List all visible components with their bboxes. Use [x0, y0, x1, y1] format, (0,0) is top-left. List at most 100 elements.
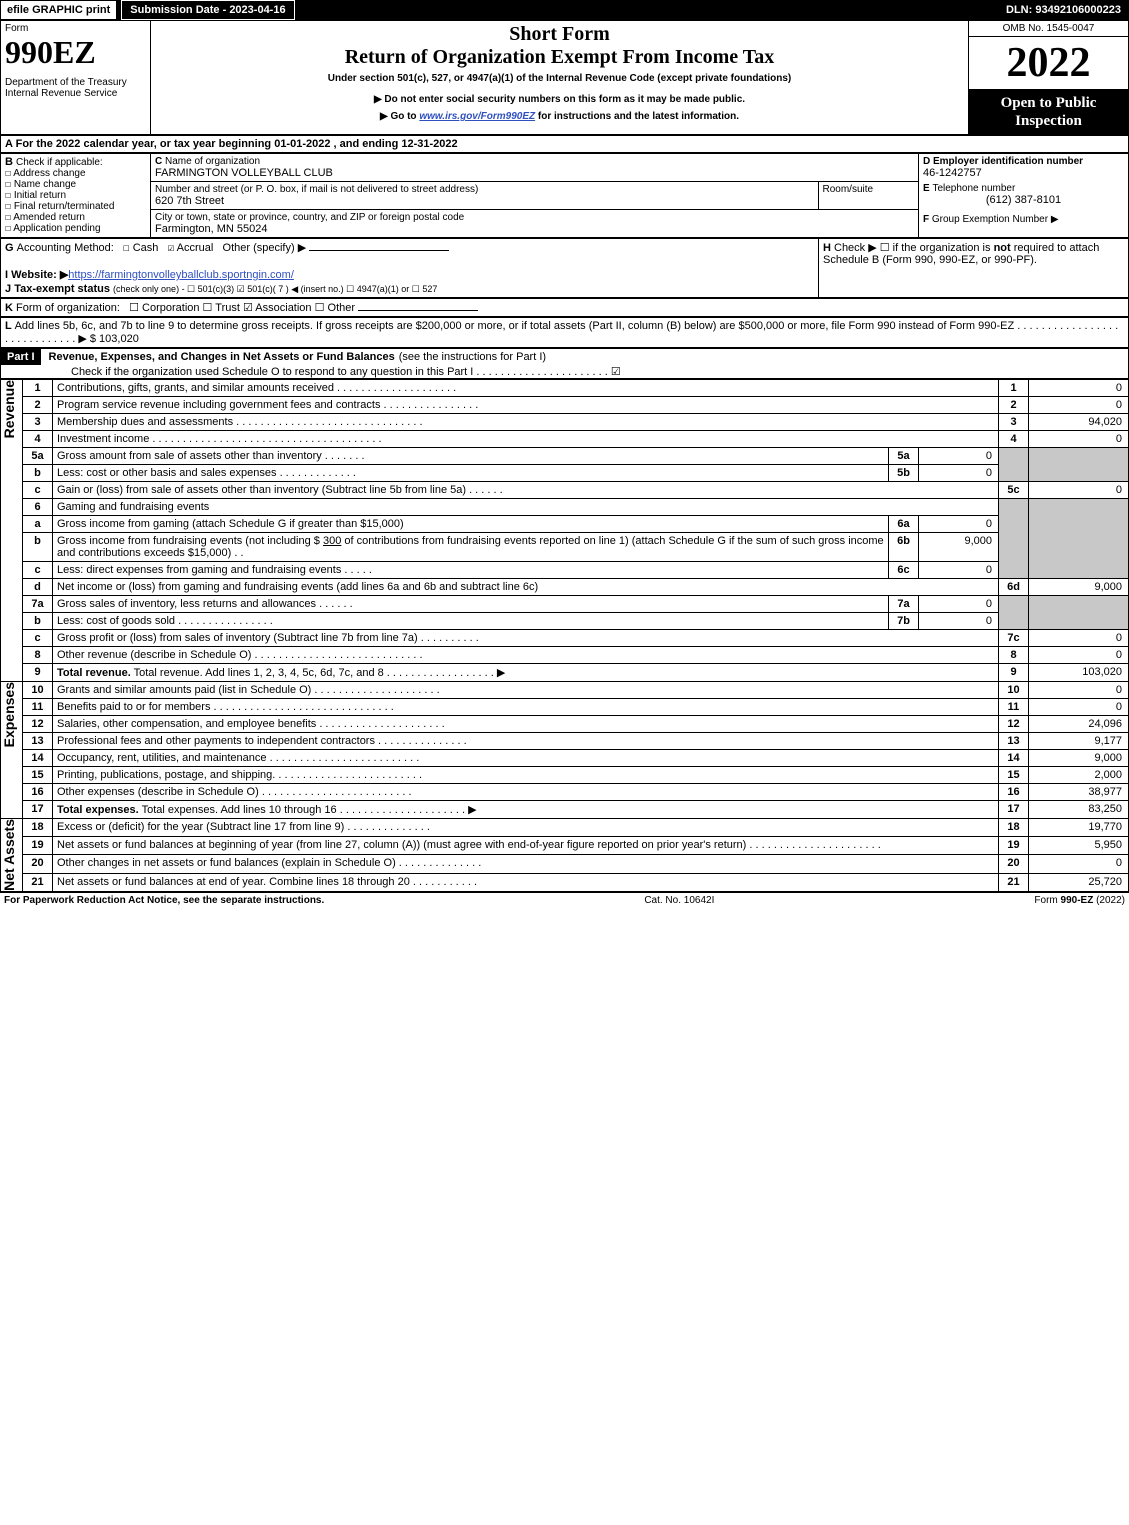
irs-link[interactable]: www.irs.gov/Form990EZ	[419, 111, 535, 122]
b-opt-pending: Application pending	[13, 223, 100, 234]
form-word: Form	[5, 23, 146, 34]
department: Department of the Treasury Internal Reve…	[5, 77, 146, 99]
e-label: Telephone number	[932, 183, 1015, 194]
line-21-desc: Net assets or fund balances at end of ye…	[53, 873, 999, 891]
form-header: Form 990EZ Department of the Treasury In…	[0, 20, 1129, 135]
line-5b-desc: Less: cost or other basis and sales expe…	[53, 465, 889, 482]
line-a: A For the 2022 calendar year, or tax yea…	[1, 136, 1129, 153]
b-opt-amended: Amended return	[13, 212, 85, 223]
page-footer: For Paperwork Reduction Act Notice, see …	[0, 892, 1129, 908]
footer-left: For Paperwork Reduction Act Notice, see …	[4, 895, 324, 906]
line-15-desc: Printing, publications, postage, and shi…	[53, 767, 999, 784]
line-6a-desc: Gross income from gaming (attach Schedul…	[53, 516, 889, 533]
line-7a-desc: Gross sales of inventory, less returns a…	[53, 596, 889, 613]
line-7b-val: 0	[919, 613, 999, 630]
l-value: 103,020	[99, 333, 139, 345]
line-11-val: 0	[1029, 699, 1129, 716]
d-label: Employer identification number	[933, 156, 1083, 167]
city-label: City or town, state or province, country…	[155, 212, 914, 223]
line-7c-val: 0	[1029, 630, 1129, 647]
line-3-desc: Membership dues and assessments . . . . …	[53, 414, 999, 431]
org-info-block: B Check if applicable: ☐ Address change …	[0, 153, 1129, 238]
g-other: Other (specify) ▶	[223, 242, 307, 254]
line-20-val: 0	[1029, 855, 1129, 873]
line-8-desc: Other revenue (describe in Schedule O) .…	[53, 647, 999, 664]
note2-post: for instructions and the latest informat…	[535, 111, 739, 122]
line-17-desc: Total expenses. Total expenses. Add line…	[53, 801, 999, 819]
line-k: K Form of organization: ☐ Corporation ☐ …	[1, 299, 1129, 317]
line-6-desc: Gaming and fundraising events	[53, 499, 999, 516]
line-5c-val: 0	[1029, 482, 1129, 499]
line-17-val: 83,250	[1029, 801, 1129, 819]
line-19-desc: Net assets or fund balances at beginning…	[53, 837, 999, 855]
line-12-val: 24,096	[1029, 716, 1129, 733]
tax-year: 2022	[969, 37, 1128, 90]
f-label: Group Exemption Number ▶	[932, 214, 1059, 225]
line-15-val: 2,000	[1029, 767, 1129, 784]
line-1-desc: Contributions, gifts, grants, and simila…	[53, 380, 999, 397]
line-5c-desc: Gain or (loss) from sale of assets other…	[53, 482, 999, 499]
part-i-title: Revenue, Expenses, and Changes in Net As…	[41, 351, 395, 363]
line-6b-val: 9,000	[919, 533, 999, 562]
form-note-1: ▶ Do not enter social security numbers o…	[155, 94, 964, 105]
phone-value: (612) 387-8101	[923, 194, 1124, 206]
form-title: Return of Organization Exempt From Incom…	[155, 46, 964, 69]
efile-label[interactable]: efile GRAPHIC print	[0, 0, 117, 20]
line-16-desc: Other expenses (describe in Schedule O) …	[53, 784, 999, 801]
b-label: Check if applicable:	[16, 157, 103, 168]
k-label: Form of organization:	[16, 302, 120, 314]
h-not: not	[994, 242, 1011, 254]
g-cash: Cash	[133, 242, 159, 254]
line-4-val: 0	[1029, 431, 1129, 448]
b-opt-final: Final return/terminated	[14, 201, 115, 212]
line-5a-val: 0	[919, 448, 999, 465]
b-opt-addr: Address change	[13, 168, 85, 179]
line-5b-val: 0	[919, 465, 999, 482]
line-7a-val: 0	[919, 596, 999, 613]
revenue-sidelabel: Revenue	[1, 380, 17, 438]
line-6a-val: 0	[919, 516, 999, 533]
part-i-subtitle: (see the instructions for Part I)	[395, 351, 546, 363]
short-form: Short Form	[155, 23, 964, 46]
top-bar: efile GRAPHIC print Submission Date - 20…	[0, 0, 1129, 20]
line-8-val: 0	[1029, 647, 1129, 664]
line-21-val: 25,720	[1029, 873, 1129, 891]
line-10-val: 0	[1029, 682, 1129, 699]
line-2-val: 0	[1029, 397, 1129, 414]
form-note-2: ▶ Go to www.irs.gov/Form990EZ for instru…	[155, 111, 964, 122]
line-20-desc: Other changes in net assets or fund bala…	[53, 855, 999, 873]
street-value: 620 7th Street	[155, 195, 814, 207]
line-18-val: 19,770	[1029, 819, 1129, 837]
b-opt-name: Name change	[14, 179, 76, 190]
k-opts: ☐ Corporation ☐ Trust ☑ Association ☐ Ot…	[129, 302, 355, 314]
line-13-val: 9,177	[1029, 733, 1129, 750]
city-value: Farmington, MN 55024	[155, 223, 914, 235]
part-i-label: Part I	[1, 349, 41, 365]
line-5a-desc: Gross amount from sale of assets other t…	[53, 448, 889, 465]
line-6d-val: 9,000	[1029, 579, 1129, 596]
open-to-public: Open to Public Inspection	[969, 90, 1128, 134]
c-name-label: Name of organization	[165, 156, 260, 167]
line-6b-desc: Gross income from fundraising events (no…	[53, 533, 889, 562]
org-name: FARMINGTON VOLLEYBALL CLUB	[155, 167, 914, 179]
expenses-sidelabel: Expenses	[1, 682, 17, 747]
line-16-val: 38,977	[1029, 784, 1129, 801]
room-label: Room/suite	[823, 184, 915, 195]
dln-label: DLN: 93492106000223	[998, 1, 1129, 19]
line-19-val: 5,950	[1029, 837, 1129, 855]
line-7c-desc: Gross profit or (loss) from sales of inv…	[53, 630, 999, 647]
line-7b-desc: Less: cost of goods sold . . . . . . . .…	[53, 613, 889, 630]
line-1-val: 0	[1029, 380, 1129, 397]
form-subtitle: Under section 501(c), 527, or 4947(a)(1)…	[155, 73, 964, 84]
g-accrual: Accrual	[177, 242, 214, 254]
line-14-desc: Occupancy, rent, utilities, and maintena…	[53, 750, 999, 767]
i-label: Website: ▶	[11, 269, 68, 281]
line-l: L Add lines 5b, 6c, and 7b to line 9 to …	[1, 318, 1129, 348]
j-label: Tax-exempt status	[14, 283, 110, 295]
line-18-desc: Excess or (deficit) for the year (Subtra…	[53, 819, 999, 837]
line-4-desc: Investment income . . . . . . . . . . . …	[53, 431, 999, 448]
footer-center: Cat. No. 10642I	[644, 895, 714, 906]
form-number: 990EZ	[5, 34, 146, 71]
part-i-checkline: Check if the organization used Schedule …	[1, 365, 1128, 378]
website-link[interactable]: https://farmingtonvolleyballclub.sportng…	[68, 269, 294, 281]
